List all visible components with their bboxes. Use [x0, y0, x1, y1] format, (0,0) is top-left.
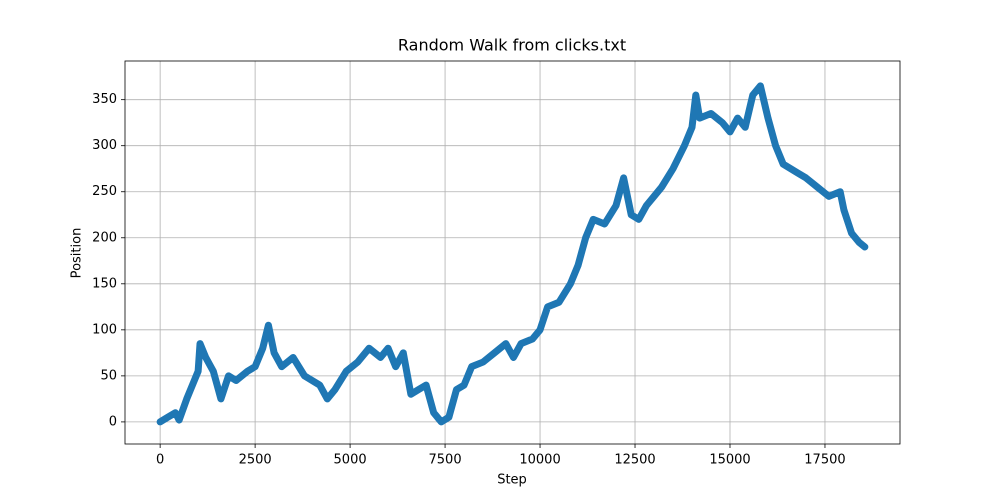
- y-tick-label: 150: [92, 276, 117, 291]
- y-tick-label: 250: [92, 184, 117, 199]
- x-tick-label: 10000: [519, 453, 560, 468]
- data-line: [156, 82, 869, 426]
- x-tick-label: 12500: [614, 453, 655, 468]
- x-tick-label: 15000: [709, 453, 750, 468]
- x-tick-label: 5000: [334, 453, 367, 468]
- x-axis-label: Step: [497, 473, 527, 488]
- y-tick-label: 200: [92, 230, 117, 245]
- plot-frame: [124, 60, 901, 445]
- y-tick-label: 100: [92, 322, 117, 337]
- y-axis-label: Position: [70, 228, 85, 279]
- y-tick-label: 0: [109, 414, 117, 429]
- y-tick-label: 300: [92, 138, 117, 153]
- chart-title: Random Walk from clicks.txt: [398, 36, 626, 55]
- x-tick-label: 2500: [239, 453, 272, 468]
- x-tick-label: 17500: [804, 453, 845, 468]
- y-tick-label: 350: [92, 92, 117, 107]
- y-tick-label: 50: [100, 368, 117, 383]
- x-tick-label: 7500: [429, 453, 462, 468]
- x-tick-label: 0: [156, 453, 164, 468]
